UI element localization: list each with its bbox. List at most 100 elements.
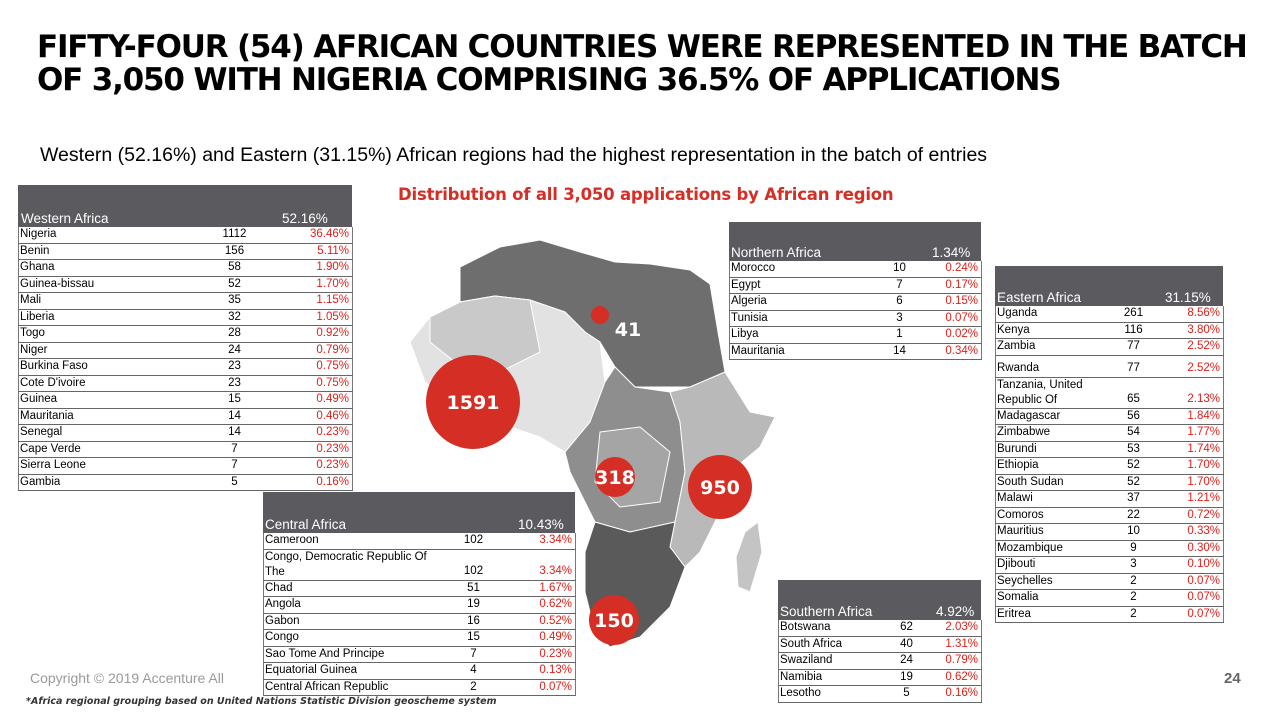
table-row: Congo 15 0.49% bbox=[263, 629, 576, 647]
cell-pct: 0.15% bbox=[924, 293, 982, 311]
cell-pct: 8.56% bbox=[1161, 306, 1224, 323]
region-percent: 52.16% bbox=[282, 211, 328, 226]
cell-count: 52 bbox=[208, 276, 261, 293]
cell-country: Niger bbox=[18, 342, 209, 359]
table-row: Kenya 116 3.80% bbox=[995, 322, 1224, 339]
cell-count: 23 bbox=[208, 375, 261, 392]
cell-pct: 1.90% bbox=[260, 259, 353, 277]
table-row: Mauritania 14 0.34% bbox=[729, 343, 982, 360]
region-rows: Morocco 10 0.24% Egypt 7 0.17% Algeria 6 0.15% Tu… bbox=[729, 261, 982, 360]
cell-pct: 1.70% bbox=[1161, 474, 1224, 491]
region-table-western: Western Africa 52.16% Nigeria 1112 36.46% B… bbox=[18, 185, 353, 491]
cell-count: 15 bbox=[208, 391, 261, 409]
cell-count: 2 bbox=[443, 679, 504, 696]
table-row: Cote D'ivoire 23 0.75% bbox=[18, 375, 353, 392]
cell-country: Lesotho bbox=[778, 685, 887, 703]
cell-count: 2 bbox=[1105, 606, 1162, 623]
slide-title: FIFTY-FOUR (54) AFRICAN COUNTRIES WERE R… bbox=[37, 29, 1248, 98]
table-row: Cape Verde 7 0.23% bbox=[18, 441, 353, 458]
table-row: Seychelles 2 0.07% bbox=[995, 573, 1224, 590]
table-row: Tanzania, United Republic Of 65 2.13% bbox=[995, 377, 1224, 409]
bubble-southern bbox=[589, 595, 639, 645]
table-row: Zambia 77 2.52% bbox=[995, 338, 1224, 356]
cell-count: 102 bbox=[443, 533, 504, 550]
cell-pct: 1.70% bbox=[1161, 457, 1224, 475]
cell-country: Morocco bbox=[729, 261, 875, 278]
cell-country: South Africa bbox=[778, 636, 887, 653]
cell-pct: 0.13% bbox=[503, 662, 576, 680]
region-rows: Nigeria 1112 36.46% Benin 156 5.11% Ghana 58 1.9… bbox=[18, 227, 353, 491]
cell-country: Tunisia bbox=[729, 310, 875, 327]
cell-country: Equatorial Guinea bbox=[263, 662, 444, 680]
cell-pct: 1.05% bbox=[260, 309, 353, 326]
cell-count: 6 bbox=[874, 293, 925, 311]
cell-pct: 1.77% bbox=[1161, 424, 1224, 442]
table-row: Benin 156 5.11% bbox=[18, 243, 353, 260]
map-region-madagascar bbox=[735, 521, 763, 593]
cell-pct: 1.84% bbox=[1161, 408, 1224, 425]
table-row: Algeria 6 0.15% bbox=[729, 293, 982, 311]
table-row: Egypt 7 0.17% bbox=[729, 277, 982, 294]
table-row: Gabon 16 0.52% bbox=[263, 613, 576, 630]
cell-count: 35 bbox=[208, 292, 261, 310]
page-number: 24 bbox=[1224, 670, 1241, 687]
cell-count: 40 bbox=[886, 636, 927, 653]
bubble-northern-label: 41 bbox=[615, 319, 641, 341]
cell-country: Central African Republic bbox=[263, 679, 444, 696]
table-row: Angola 19 0.62% bbox=[263, 596, 576, 614]
cell-pct: 1.70% bbox=[260, 276, 353, 293]
cell-country: Algeria bbox=[729, 293, 875, 311]
table-row: Ghana 58 1.90% bbox=[18, 259, 353, 277]
cell-country: South Sudan bbox=[995, 474, 1106, 491]
region-name: Central Africa bbox=[265, 517, 347, 532]
cell-count: 4 bbox=[443, 662, 504, 680]
cell-country: Botswana bbox=[778, 620, 887, 637]
bubble-western-label: 1591 bbox=[447, 392, 500, 414]
cell-count: 22 bbox=[1105, 507, 1162, 524]
table-row: Morocco 10 0.24% bbox=[729, 261, 982, 278]
cell-country: Chad bbox=[263, 580, 444, 597]
table-row: Equatorial Guinea 4 0.13% bbox=[263, 662, 576, 680]
cell-country: Togo bbox=[18, 325, 209, 343]
cell-count: 3 bbox=[1105, 556, 1162, 574]
cell-count: 24 bbox=[886, 652, 927, 670]
cell-count: 10 bbox=[874, 261, 925, 278]
bubble-eastern-label: 950 bbox=[700, 477, 740, 499]
table-row: South Sudan 52 1.70% bbox=[995, 474, 1224, 491]
cell-country: Mozambique bbox=[995, 540, 1106, 557]
table-row: Uganda 261 8.56% bbox=[995, 306, 1224, 323]
cell-country: Malawi bbox=[995, 490, 1106, 508]
table-row: Namibia 19 0.62% bbox=[778, 669, 982, 686]
cell-country: Sao Tome And Principe bbox=[263, 646, 444, 663]
table-row: Chad 51 1.67% bbox=[263, 580, 576, 597]
cell-country: Zimbabwe bbox=[995, 424, 1106, 442]
cell-pct: 0.07% bbox=[1161, 573, 1224, 590]
table-row: Mali 35 1.15% bbox=[18, 292, 353, 310]
table-row: Swaziland 24 0.79% bbox=[778, 652, 982, 670]
cell-count: 5 bbox=[208, 474, 261, 491]
table-row: Djibouti 3 0.10% bbox=[995, 556, 1224, 574]
table-row: Guinea 15 0.49% bbox=[18, 391, 353, 409]
cell-pct: 0.02% bbox=[924, 326, 982, 344]
cell-pct: 0.75% bbox=[260, 358, 353, 376]
cell-count: 51 bbox=[443, 580, 504, 597]
cell-pct: 1.74% bbox=[1161, 441, 1224, 458]
cell-country: Gambia bbox=[18, 474, 209, 491]
cell-country: Mauritania bbox=[18, 408, 209, 425]
cell-count: 56 bbox=[1105, 408, 1162, 425]
region-rows: Botswana 62 2.03% South Africa 40 1.31% Swazil… bbox=[778, 620, 982, 703]
footnote: *Africa regional grouping based on Unite… bbox=[26, 696, 497, 707]
table-row: Botswana 62 2.03% bbox=[778, 620, 982, 637]
cell-pct: 0.33% bbox=[1161, 523, 1224, 541]
cell-pct: 0.23% bbox=[260, 441, 353, 458]
cell-count: 7 bbox=[208, 441, 261, 458]
cell-count: 65 bbox=[1105, 377, 1162, 409]
region-name: Southern Africa bbox=[780, 604, 873, 619]
cell-count: 37 bbox=[1105, 490, 1162, 508]
table-row: Sao Tome And Principe 7 0.23% bbox=[263, 646, 576, 663]
cell-pct: 36.46% bbox=[260, 227, 353, 244]
cell-country: Swaziland bbox=[778, 652, 887, 670]
cell-pct: 0.16% bbox=[260, 474, 353, 491]
bubble-central bbox=[595, 457, 635, 497]
cell-pct: 1.21% bbox=[1161, 490, 1224, 508]
